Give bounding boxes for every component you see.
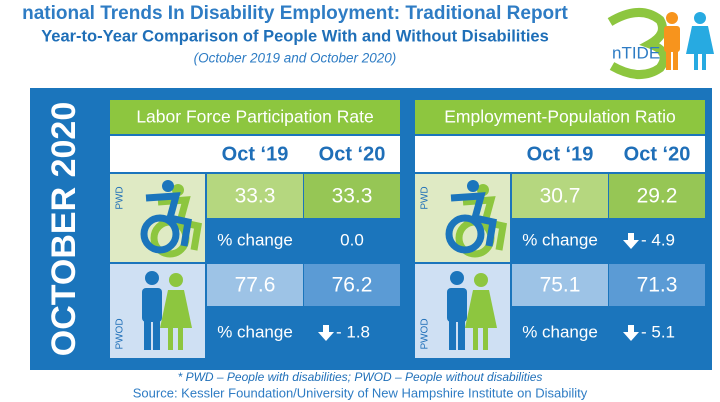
logo-figure (694, 54, 698, 70)
icon-part (467, 180, 479, 192)
panel-title: Employment-Population Ratio (444, 107, 676, 127)
value: 76.2 (332, 274, 373, 297)
column-header: Oct ‘19 (527, 143, 594, 165)
value-cell (609, 264, 705, 306)
subtitle: Year-to-Year Comparison of People With a… (41, 27, 549, 45)
column-header: Oct ‘20 (624, 143, 691, 165)
change-label: % change (217, 230, 293, 249)
icon-part (153, 320, 160, 350)
icon-part (145, 192, 192, 247)
value-cell (512, 264, 608, 306)
value: 33.3 (235, 185, 276, 208)
icon-part (162, 180, 174, 192)
value-cell (512, 174, 608, 218)
value: 33.3 (332, 185, 373, 208)
panel-title-bar (415, 100, 705, 134)
icon-part (465, 290, 497, 328)
value-cell (304, 174, 400, 218)
source: Source: Kessler Foundation/University of… (133, 385, 588, 400)
change-value: 0.0 (340, 230, 364, 249)
pwd-icon (140, 180, 202, 258)
value-cell (304, 264, 400, 306)
period: (October 2019 and October 2020) (194, 51, 397, 66)
icon-part (450, 192, 497, 247)
down-arrow (623, 233, 639, 249)
icon-part (450, 271, 464, 285)
icon-part (458, 320, 465, 350)
column-header: Oct ‘20 (319, 143, 386, 165)
icon-part (447, 288, 467, 322)
header-row (110, 136, 400, 172)
change-label: % change (217, 322, 293, 341)
group-label: PWOD (115, 318, 126, 349)
down-arrow (318, 325, 334, 341)
icon-part (474, 273, 488, 287)
pwod-icon (447, 271, 497, 350)
icon-part (445, 214, 485, 254)
column-header: Oct ‘19 (222, 143, 289, 165)
icon-part (178, 328, 183, 350)
icon-part (144, 320, 151, 350)
logo-figure (673, 50, 678, 70)
change-label: % change (522, 230, 598, 249)
icon-part (449, 320, 456, 350)
group-label: PWD (420, 186, 431, 209)
change-label: % change (522, 322, 598, 341)
pwd-icon (445, 180, 507, 258)
logo-three (607, 8, 669, 79)
value-cell (207, 264, 303, 306)
logo-figure (666, 12, 678, 24)
value: 75.1 (540, 274, 581, 297)
logo-figure (664, 26, 680, 52)
value: 30.7 (540, 185, 581, 208)
footnote: * PWD – People with disabilities; PWOD –… (178, 370, 543, 384)
pwod-icon (142, 271, 192, 350)
value: 29.2 (637, 185, 678, 208)
logo: nTIDE (607, 8, 714, 79)
logo-figure (686, 26, 714, 54)
change-value: - 4.9 (641, 230, 675, 249)
header-row (415, 136, 705, 172)
down-arrow (623, 325, 639, 341)
icon-part (142, 288, 162, 322)
icon-part (168, 328, 173, 350)
icon-part (483, 328, 488, 350)
panel-title: Labor Force Participation Rate (136, 107, 373, 127)
icon-part (145, 271, 159, 285)
group-label: PWD (115, 186, 126, 209)
change-value: - 1.8 (336, 322, 370, 341)
logo-text: nTIDE (612, 43, 660, 62)
group-label: PWOD (420, 318, 431, 349)
logo-figure (666, 50, 671, 70)
logo-figure (694, 12, 706, 24)
value: 71.3 (637, 274, 678, 297)
icon-part (169, 273, 183, 287)
change-value: - 5.1 (641, 322, 675, 341)
side-label: OCTOBER 2020 (45, 102, 83, 356)
title: national Trends In Disability Employment… (22, 3, 568, 24)
value: 77.6 (235, 274, 276, 297)
value-cell (609, 174, 705, 218)
icon-part (160, 290, 192, 328)
icon-part (140, 214, 180, 254)
logo-figure (702, 54, 706, 70)
panel-title-bar (110, 100, 400, 134)
icon-part (473, 328, 478, 350)
value-cell (207, 174, 303, 218)
